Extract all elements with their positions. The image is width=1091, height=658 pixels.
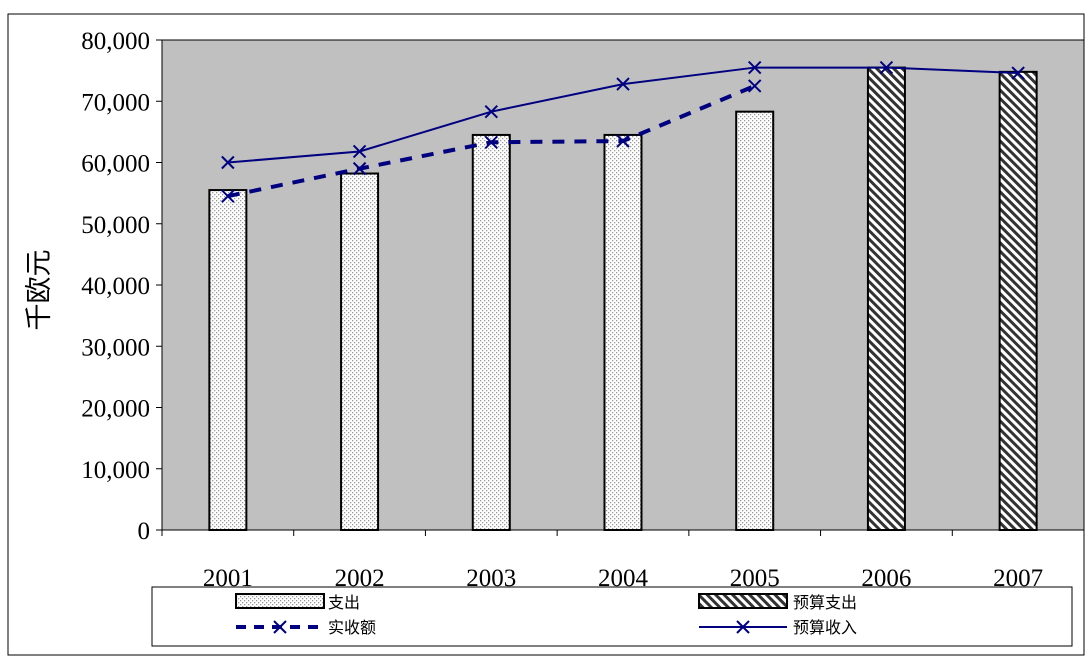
point-marker xyxy=(352,144,367,159)
bar xyxy=(471,133,511,531)
y-tick-label: 10,000 xyxy=(81,457,150,484)
bar xyxy=(603,133,643,531)
legend-label: 预算支出 xyxy=(793,593,857,612)
y-tick-label: 70,000 xyxy=(81,89,150,116)
legend-label: 实收额 xyxy=(328,619,376,637)
bars xyxy=(208,66,1038,531)
legend-swatch xyxy=(235,593,325,609)
bar xyxy=(735,110,775,531)
point-marker xyxy=(352,161,367,176)
lines xyxy=(221,60,1025,203)
point-marker xyxy=(484,135,498,149)
legend-label: 支出 xyxy=(328,594,360,612)
bar xyxy=(998,70,1038,531)
y-tick-label: 40,000 xyxy=(81,273,150,300)
point-marker xyxy=(273,620,287,634)
bar xyxy=(866,66,906,531)
legend-swatch xyxy=(698,593,788,609)
bar xyxy=(208,189,248,531)
point-marker xyxy=(748,79,762,93)
y-axis: 0 10,000 20,000 30,000 40,000 50,000 60,000 70,… xyxy=(81,28,163,545)
y-tick-label: 80,000 xyxy=(81,28,150,55)
point-marker xyxy=(879,60,894,75)
point-marker xyxy=(221,189,235,203)
bar xyxy=(340,172,380,531)
point-marker xyxy=(484,104,498,119)
y-tick-label: 0 xyxy=(138,518,151,545)
y-tick-label: 60,000 xyxy=(81,151,150,178)
point-marker xyxy=(616,77,630,91)
legend-label: 预算收入 xyxy=(793,618,857,637)
y-tick-label: 30,000 xyxy=(81,334,150,361)
y-axis-title: 千欧元 xyxy=(24,250,54,331)
point-marker xyxy=(748,60,762,75)
y-tick-label: 20,000 xyxy=(81,396,150,423)
y-tick-label: 50,000 xyxy=(81,212,150,239)
point-marker xyxy=(736,620,750,634)
point-marker xyxy=(1011,66,1025,80)
point-marker xyxy=(616,134,630,148)
point-marker xyxy=(221,155,235,170)
